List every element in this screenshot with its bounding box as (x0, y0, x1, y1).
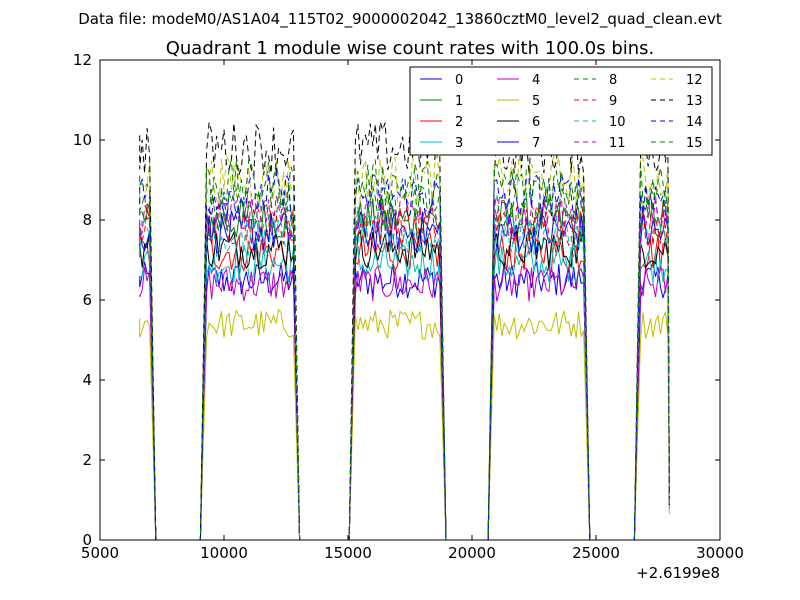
legend-item-6: 6 (497, 115, 540, 130)
x-tick-label: 5000 (81, 544, 119, 562)
x-tick-label: 15000 (324, 544, 372, 562)
legend-label: 6 (532, 115, 540, 130)
legend-item-10: 10 (574, 115, 626, 130)
legend-item-0: 0 (420, 73, 463, 88)
legend-label: 13 (686, 94, 703, 109)
y-tick-label: 10 (73, 131, 92, 149)
y-tick-label: 8 (82, 211, 92, 229)
legend-frame (409, 66, 713, 156)
series-line-9 (139, 203, 670, 541)
legend-label: 3 (455, 136, 463, 151)
y-tick-label: 6 (82, 291, 92, 309)
legend-item-5: 5 (497, 94, 540, 109)
legend-item-12: 12 (651, 73, 703, 88)
series-line-4 (139, 265, 670, 541)
legend-item-14: 14 (651, 115, 703, 130)
series-line-14 (139, 172, 670, 541)
legend-label: 14 (686, 115, 703, 130)
legend-label: 5 (532, 94, 540, 109)
series-line-6 (139, 228, 670, 541)
legend-label: 10 (609, 115, 626, 130)
series-line-15 (139, 157, 670, 541)
legend-item-4: 4 (497, 73, 540, 88)
x-tick-label: 25000 (572, 544, 620, 562)
series-layer (139, 121, 670, 541)
y-tick-label: 0 (82, 531, 92, 549)
legend-label: 1 (455, 94, 463, 109)
legend-item-11: 11 (574, 136, 626, 151)
legend-item-13: 13 (651, 94, 703, 109)
series-line-5 (139, 308, 670, 541)
legend-item-9: 9 (574, 94, 617, 109)
y-tick-label: 4 (82, 371, 92, 389)
legend-label: 4 (532, 73, 540, 88)
legend-label: 2 (455, 115, 463, 130)
legend-label: 9 (609, 94, 617, 109)
y-tick-label: 2 (82, 451, 92, 469)
legend-item-3: 3 (420, 136, 463, 151)
series-line-2 (139, 230, 670, 541)
series-line-10 (139, 214, 670, 541)
legend-item-15: 15 (651, 136, 703, 151)
series-line-11 (139, 192, 670, 541)
legend-item-2: 2 (420, 115, 463, 130)
chart-title: Quadrant 1 module wise count rates with … (166, 38, 655, 59)
legend-item-8: 8 (574, 73, 617, 88)
legend-label: 8 (609, 73, 617, 88)
series-line-3 (139, 244, 670, 541)
legend-label: 11 (609, 136, 626, 151)
series-line-8 (139, 185, 670, 541)
legend-item-7: 7 (497, 136, 540, 151)
legend-label: 0 (455, 73, 463, 88)
legend-label: 7 (532, 136, 540, 151)
x-tick-label: 20000 (448, 544, 496, 562)
chart-suptitle: Data file: modeM0/AS1A04_115T02_90000020… (78, 10, 722, 29)
legend-label: 12 (686, 73, 703, 88)
x-tick-label: 10000 (200, 544, 248, 562)
x-offset-label: +2.6199e8 (636, 564, 720, 582)
legend-item-1: 1 (420, 94, 463, 109)
legend-label: 15 (686, 136, 703, 151)
y-tick-label: 12 (73, 51, 92, 69)
x-tick-label: 30000 (696, 544, 744, 562)
